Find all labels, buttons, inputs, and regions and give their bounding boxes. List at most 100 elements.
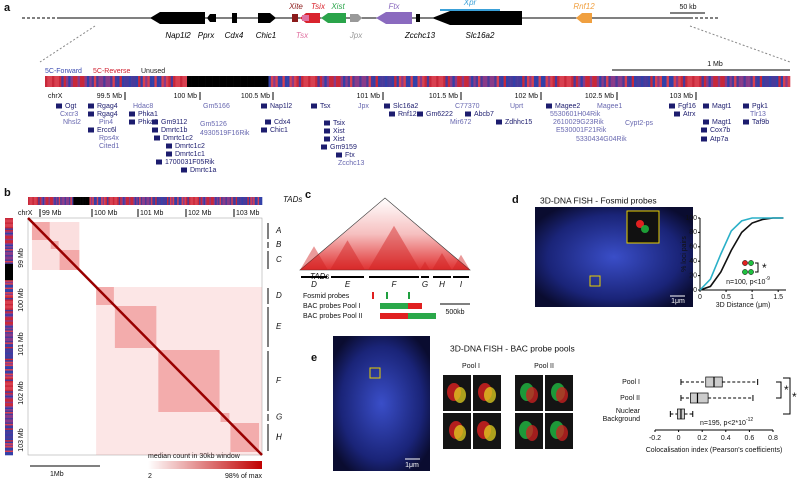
probe-stripe [140,76,144,87]
x-tick-label: 0.8 [768,435,778,442]
gene-label: Rgag4 [97,111,118,118]
probe-stripe [263,76,267,87]
locus-gene: Tsx [296,31,309,40]
gene-mark [703,103,709,109]
signal [454,425,466,441]
probe-stripe [282,76,286,87]
scale: 500kb [445,309,464,316]
left-coordinate: 101 Mb [18,332,25,355]
probe-stripe [5,391,13,394]
probe-stripe [47,197,49,205]
probe-stripe [5,296,13,299]
x-axis-title: 3D Distance (μm) [716,302,771,309]
probe-stripe [308,76,311,87]
probe-stripe [101,197,103,205]
probe-stripe [310,76,314,87]
probe-stripe [512,76,516,87]
probe-stripe [284,76,288,87]
probe-stripe [210,76,213,87]
gene-label: Dmrtc1c2 [163,135,193,142]
legend-dot [748,269,754,275]
pool-label: Pool I [462,363,480,370]
probe-stripe [5,426,13,429]
probe-stripe [347,76,351,87]
probe-stripe [89,76,92,87]
probe-stripe [5,386,13,389]
probe-stripe [54,76,57,87]
probe-stripe [5,395,13,398]
probe-stripe [380,76,383,87]
x-tick-label: 0.4 [721,435,731,442]
probe-stripe [505,76,509,87]
probe-stripe [638,76,642,87]
probe-stripe [121,76,125,87]
probe-stripe [650,76,653,87]
probe-stripe [764,76,768,87]
gene-mark [417,111,423,117]
probe-stripe [5,370,13,373]
probe-stripe [471,76,474,87]
probe-stripe [5,269,13,272]
probe-stripe [363,76,367,87]
probe-stripe [5,354,13,357]
probe-stripe [426,76,430,87]
probe-stripe [5,446,13,448]
tad-label: D [311,280,317,289]
inset-box [369,367,381,379]
probe-stripe [415,76,418,87]
probe-stripe [5,272,13,275]
gene-mark [324,136,330,142]
gene-label: Ercc6l [97,127,117,134]
probe-stripe [84,76,88,87]
gene-label: Cdx4 [274,119,290,126]
tad-label: F [392,280,398,289]
probe-stripe [32,197,35,205]
probe-stripe [115,197,118,205]
bac-probe [408,313,436,319]
gene-label: Cypt2-ps [625,120,654,127]
probe-stripe [133,197,136,205]
probe-stripe [241,197,244,205]
gene-label: 4930519F16Rik [200,130,250,137]
probe-stripe [5,438,13,441]
probe-stripe [673,76,677,87]
probe-stripe [780,76,784,87]
probe-stripe [112,197,115,205]
probe-stripe [152,76,155,87]
probe-stripe [77,197,80,205]
probe-stripe [5,292,13,294]
y-tick-label: 60 [689,244,697,251]
gene-label: Chic1 [270,127,288,134]
probe-stripe [187,76,190,87]
probe-stripe [155,197,157,205]
probe-stripe [5,394,13,397]
probe-stripe [254,197,257,205]
probe-stripe [259,197,261,205]
probe-stripe [184,76,188,87]
probe-stripe [244,197,247,205]
legend-max: 98% of max [225,473,262,480]
probe-stripe [5,407,13,410]
probe-stripe [245,197,248,205]
probe-stripe [387,76,390,87]
probe-stripe [126,76,130,87]
gene-label: Gm5166 [203,103,230,110]
probe-stripe [666,76,670,87]
probe-stripe [5,226,13,229]
probe-stripe [5,302,13,305]
probe-stripe [145,76,148,87]
probe-stripe [729,76,733,87]
probe-stripe [107,76,111,87]
probe-stripe [98,197,100,205]
gene-label: Cox7b [710,127,730,134]
probe-stripe [5,241,13,244]
probe-stripe [5,262,13,265]
gene-mark [56,103,62,109]
probe-stripe [5,449,13,451]
probe-stripe [252,76,255,87]
gene-label: 5330434G04Rik [576,136,627,143]
probe-stripe [5,220,13,223]
probe-stripe [242,76,246,87]
gene-label: Mir672 [450,119,472,126]
probe-stripe [5,345,13,348]
